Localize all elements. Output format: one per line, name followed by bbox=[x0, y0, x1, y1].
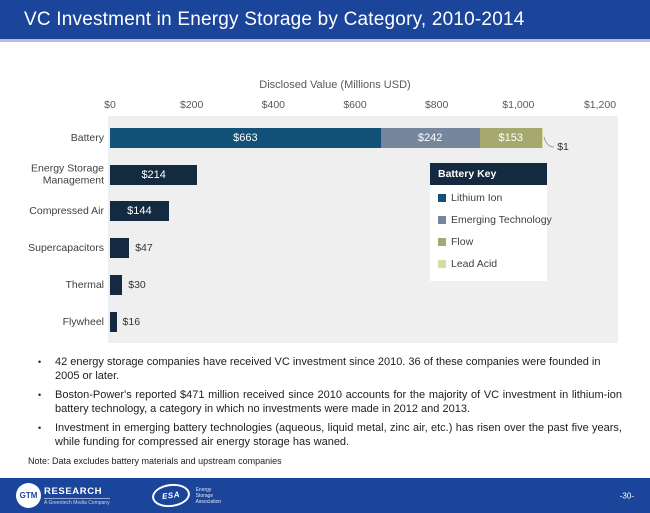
bullet-text: Investment in emerging battery technolog… bbox=[55, 422, 622, 448]
legend-swatch bbox=[438, 194, 446, 202]
bullet-list: • 42 energy storage companies have recei… bbox=[28, 356, 622, 455]
category-label: Thermal bbox=[65, 278, 104, 291]
legend-item: Flow bbox=[430, 231, 547, 253]
legend-body: Lithium Ion Emerging Technology Flow Lead A… bbox=[430, 185, 552, 281]
bullet-item: • 42 energy storage companies have recei… bbox=[28, 356, 622, 383]
bullet-marker: • bbox=[38, 423, 42, 433]
axis-tick-label: $200 bbox=[179, 99, 204, 111]
category-label: Compressed Air bbox=[29, 205, 104, 218]
axis-tick-label: $800 bbox=[424, 99, 449, 111]
page-title: VC Investment in Energy Storage by Categ… bbox=[24, 8, 525, 30]
esa-org-line: Storage bbox=[195, 492, 214, 499]
axis-tick-label: $400 bbox=[261, 99, 285, 111]
gtm-logo-text: RESEARCH A Greentech Media Company bbox=[44, 486, 110, 506]
bullet-item: • Investment in emerging battery technol… bbox=[28, 422, 622, 449]
axis-tick-label: $0 bbox=[104, 99, 116, 111]
legend-swatch bbox=[438, 238, 446, 246]
axis-tick-label: $600 bbox=[343, 99, 367, 111]
category-label: Battery bbox=[70, 131, 104, 144]
gtm-research-logo: GTM RESEARCH A Greentech Media Company bbox=[16, 483, 110, 508]
esa-logo-text: Energy Storage Association bbox=[196, 487, 222, 505]
legend-title: Battery Key bbox=[430, 163, 547, 185]
esa-logo: ESA Energy Storage Association bbox=[150, 481, 222, 510]
bullet-marker: • bbox=[38, 357, 42, 367]
legend-item: Lead Acid bbox=[430, 253, 547, 275]
esa-org-line: Association bbox=[195, 498, 222, 505]
esa-logo-letters: ESA bbox=[161, 489, 181, 502]
category-label: Flywheel bbox=[62, 315, 104, 328]
legend-label: Lead Acid bbox=[451, 258, 498, 270]
legend-item: Emerging Technology bbox=[430, 209, 552, 231]
title-bar: VC Investment in Energy Storage by Categ… bbox=[0, 0, 650, 42]
chart-legend: Battery Key Lithium Ion Emerging Technolo… bbox=[430, 163, 552, 281]
legend-label: Emerging Technology bbox=[451, 214, 552, 226]
footer-bar: GTM RESEARCH A Greentech Media Company E… bbox=[0, 478, 650, 513]
esa-org-line: Energy bbox=[195, 486, 212, 493]
bullet-text: 42 energy storage companies have receive… bbox=[55, 356, 601, 382]
footnote: Note: Data excludes battery materials an… bbox=[28, 456, 282, 466]
category-label: Energy Storage Management bbox=[31, 162, 104, 187]
category-label: Supercapacitors bbox=[28, 241, 104, 254]
legend-label: Flow bbox=[451, 236, 474, 248]
esa-logo-icon: ESA bbox=[150, 481, 191, 510]
bullet-marker: • bbox=[38, 390, 42, 400]
axis-title: Disclosed Value (Millions USD) bbox=[259, 79, 411, 91]
legend-label: Lithium Ion bbox=[451, 192, 503, 204]
legend-item: Lithium Ion bbox=[430, 187, 547, 209]
axis-tick-label: $1,000 bbox=[502, 99, 535, 111]
gtm-logo-name: RESEARCH bbox=[44, 485, 103, 497]
legend-swatch bbox=[438, 260, 446, 268]
gtm-logo-tagline: A Greentech Media Company bbox=[44, 497, 110, 506]
bullet-item: • Boston-Power's reported $471 million r… bbox=[28, 389, 622, 416]
bullet-text: Boston-Power's reported $471 million rec… bbox=[55, 389, 622, 415]
page-number: -30- bbox=[619, 491, 634, 500]
legend-swatch bbox=[438, 216, 446, 224]
axis-tick-label: $1,200 bbox=[583, 99, 617, 111]
gtm-logo-icon: GTM bbox=[16, 483, 41, 508]
